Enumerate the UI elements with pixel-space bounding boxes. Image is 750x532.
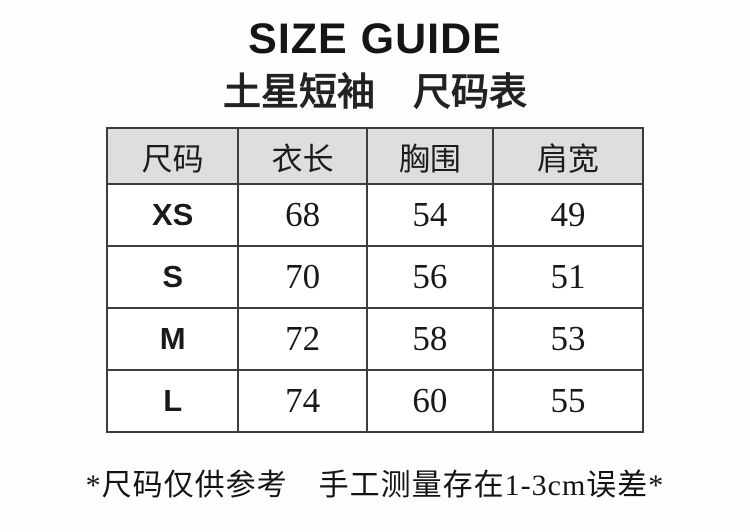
chest-value: 54 <box>365 183 494 248</box>
size-label: L <box>105 369 240 434</box>
page-subtitle: 土星短袖 尺码表 <box>222 72 527 115</box>
shoulder-value: 49 <box>491 183 645 248</box>
header-row: 尺码 衣长 胸围 肩宽 <box>105 127 645 186</box>
shoulder-value: 53 <box>491 307 645 372</box>
table-row-m: M 72 58 53 <box>105 307 645 372</box>
table-row-xs: XS 68 54 49 <box>105 183 645 248</box>
size-label: XS <box>105 183 240 248</box>
size-guide-page: SIZE GUIDE 土星短袖 尺码表 尺码 衣长 胸围 肩宽 XS 68 54… <box>0 15 750 532</box>
column-header-shoulder: 肩宽 <box>491 127 645 186</box>
length-value: 72 <box>237 307 368 372</box>
shoulder-value: 55 <box>491 369 645 434</box>
size-table: 尺码 衣长 胸围 肩宽 XS 68 54 49 S 70 56 51 M 72 <box>105 127 645 434</box>
column-header-size: 尺码 <box>105 127 240 186</box>
column-header-chest: 胸围 <box>365 127 494 186</box>
page-title: SIZE GUIDE <box>248 15 502 63</box>
measurement-disclaimer: *尺码仅供参考 手工测量存在1-3cm误差* <box>85 469 665 503</box>
chest-value: 56 <box>365 245 494 310</box>
size-table-body: XS 68 54 49 S 70 56 51 M 72 58 53 L 74 6… <box>105 183 645 434</box>
length-value: 68 <box>237 183 368 248</box>
size-table-header: 尺码 衣长 胸围 肩宽 <box>105 127 645 186</box>
size-label: S <box>105 245 240 310</box>
shoulder-value: 51 <box>491 245 645 310</box>
table-row-l: L 74 60 55 <box>105 369 645 434</box>
table-row-s: S 70 56 51 <box>105 245 645 310</box>
column-header-length: 衣长 <box>237 127 368 186</box>
chest-value: 60 <box>365 369 494 434</box>
length-value: 70 <box>237 245 368 310</box>
length-value: 74 <box>237 369 368 434</box>
size-label: M <box>105 307 240 372</box>
chest-value: 58 <box>365 307 494 372</box>
